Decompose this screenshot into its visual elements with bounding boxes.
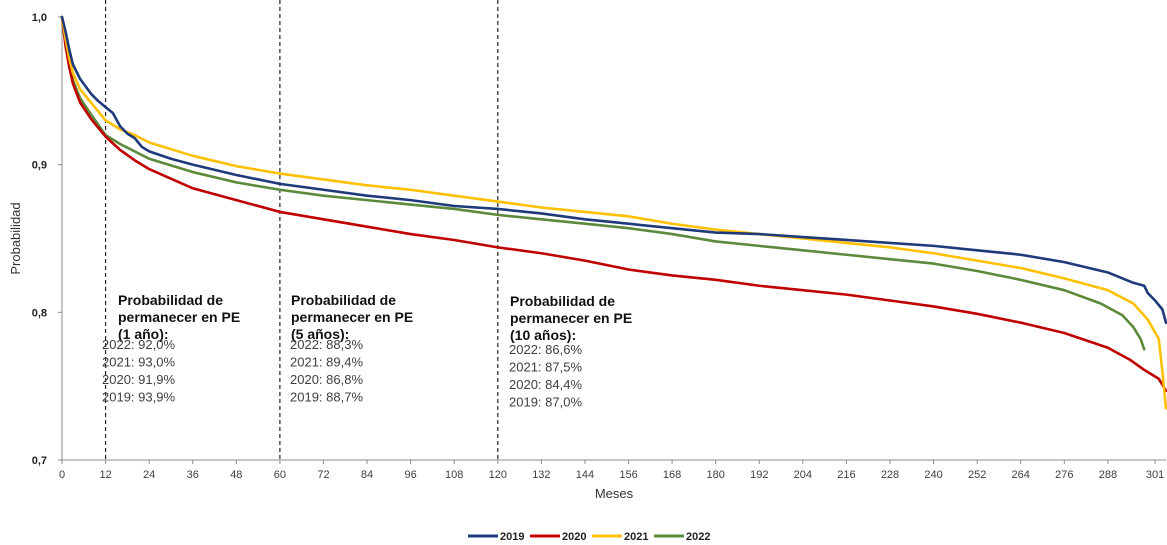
annotation-title-line: permanecer en PE xyxy=(510,310,632,326)
y-tick-label: 0,8 xyxy=(32,307,47,319)
x-tick-label: 24 xyxy=(143,469,155,481)
legend-label-2019: 2019 xyxy=(500,531,524,543)
x-tick-label: 252 xyxy=(968,469,986,481)
annotation-value: 2021: 89,4% xyxy=(290,355,363,370)
x-tick-label: 240 xyxy=(924,469,942,481)
x-tick-label: 96 xyxy=(405,469,417,481)
x-tick-label: 132 xyxy=(532,469,550,481)
annotation-value: 2019: 93,9% xyxy=(102,390,175,405)
annotation-value: 2022: 88,3% xyxy=(290,337,363,352)
annotation-title-line: Probabilidad de xyxy=(118,292,223,308)
x-axis-title: Meses xyxy=(595,486,634,501)
legend-label-2021: 2021 xyxy=(624,531,648,543)
annotation-title-line: Probabilidad de xyxy=(510,293,615,309)
annotation-value: 2022: 92,0% xyxy=(102,337,175,352)
annotation-value: 2019: 87,0% xyxy=(509,395,582,410)
y-tick-label: 1,0 xyxy=(32,12,47,24)
y-axis-title: Probabilidad xyxy=(8,202,23,274)
x-tick-label: 288 xyxy=(1099,469,1117,481)
annotation-value: 2020: 86,8% xyxy=(290,372,363,387)
annotation-title-line: (10 años): xyxy=(510,327,576,343)
annotation-title-line: permanecer en PE xyxy=(291,309,413,325)
annotation-value: 2019: 88,7% xyxy=(290,390,363,405)
x-tick-label: 72 xyxy=(317,469,329,481)
x-tick-label: 36 xyxy=(187,469,199,481)
x-tick-label: 168 xyxy=(663,469,681,481)
legend-label-2022: 2022 xyxy=(686,531,710,543)
x-tick-label: 48 xyxy=(230,469,242,481)
annotation-title-line: (5 años): xyxy=(291,326,349,342)
y-tick-label: 0,7 xyxy=(32,455,47,467)
series-line-2020 xyxy=(60,15,1167,392)
annotation-title-line: permanecer en PE xyxy=(118,309,240,325)
annotation-value: 2020: 91,9% xyxy=(102,372,175,387)
x-tick-label: 108 xyxy=(445,469,463,481)
x-tick-label: 12 xyxy=(99,469,111,481)
x-tick-label: 180 xyxy=(707,469,725,481)
y-tick-label: 0,9 xyxy=(32,160,47,172)
annotation-value: 2021: 87,5% xyxy=(509,360,582,375)
x-tick-label: 204 xyxy=(794,469,812,481)
series-line-2022 xyxy=(60,15,1146,351)
annotation-title-line: Probabilidad de xyxy=(291,292,396,308)
legend-label-2020: 2020 xyxy=(562,531,586,543)
x-tick-label: 276 xyxy=(1055,469,1073,481)
x-tick-label: 144 xyxy=(576,469,594,481)
series-line-2019 xyxy=(60,15,1167,324)
x-tick-label: 120 xyxy=(489,469,507,481)
x-tick-label: 84 xyxy=(361,469,373,481)
series-line-2021 xyxy=(60,15,1167,410)
x-tick-label: 228 xyxy=(881,469,899,481)
x-tick-label: 192 xyxy=(750,469,768,481)
x-tick-label: 301 xyxy=(1146,469,1164,481)
x-tick-label: 156 xyxy=(619,469,637,481)
annotation-value: 2022: 86,6% xyxy=(509,342,582,357)
x-tick-label: 216 xyxy=(837,469,855,481)
x-tick-label: 60 xyxy=(274,469,286,481)
annotation-value: 2020: 84,4% xyxy=(509,377,582,392)
annotation-value: 2021: 93,0% xyxy=(102,355,175,370)
x-tick-label: 0 xyxy=(59,469,65,481)
x-tick-label: 264 xyxy=(1012,469,1030,481)
annotation-title-line: (1 año): xyxy=(118,326,169,342)
